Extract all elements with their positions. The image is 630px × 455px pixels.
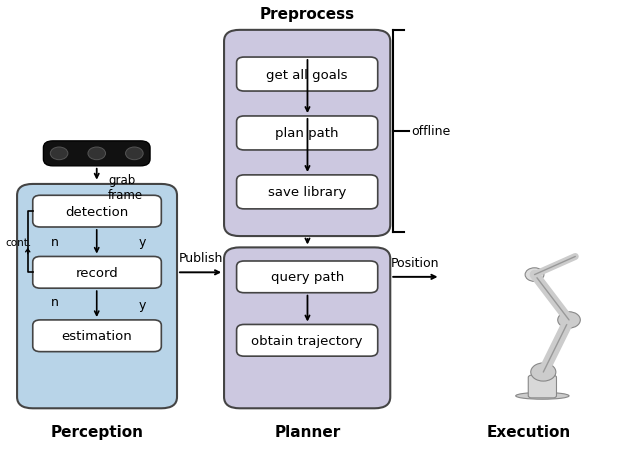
FancyBboxPatch shape xyxy=(33,196,161,228)
Text: get all goals: get all goals xyxy=(266,68,348,81)
Circle shape xyxy=(530,272,538,278)
Circle shape xyxy=(530,363,556,381)
Text: Publish: Publish xyxy=(179,252,223,265)
Text: y: y xyxy=(139,236,146,248)
Text: Execution: Execution xyxy=(486,424,570,439)
FancyBboxPatch shape xyxy=(237,116,378,151)
Text: estimation: estimation xyxy=(62,329,132,343)
Text: offline: offline xyxy=(411,125,450,138)
Text: plan path: plan path xyxy=(275,127,339,140)
FancyBboxPatch shape xyxy=(224,248,390,409)
FancyBboxPatch shape xyxy=(237,58,378,92)
Circle shape xyxy=(525,268,544,282)
Circle shape xyxy=(558,312,580,329)
FancyBboxPatch shape xyxy=(17,185,177,409)
Text: detection: detection xyxy=(66,205,129,218)
Circle shape xyxy=(564,317,573,324)
Text: n: n xyxy=(51,236,59,248)
Text: y: y xyxy=(139,298,146,311)
Text: save library: save library xyxy=(268,186,346,199)
Text: obtain trajectory: obtain trajectory xyxy=(251,334,363,347)
Circle shape xyxy=(50,148,68,160)
Text: n: n xyxy=(51,296,59,308)
Ellipse shape xyxy=(516,393,569,399)
FancyBboxPatch shape xyxy=(224,31,390,237)
FancyBboxPatch shape xyxy=(237,325,378,356)
Text: Position: Position xyxy=(391,256,440,269)
Circle shape xyxy=(88,148,105,160)
FancyBboxPatch shape xyxy=(237,176,378,209)
FancyBboxPatch shape xyxy=(237,262,378,293)
FancyBboxPatch shape xyxy=(33,320,161,352)
Text: query path: query path xyxy=(270,271,344,284)
Text: Preprocess: Preprocess xyxy=(260,7,355,22)
Text: grab
frame: grab frame xyxy=(108,173,143,201)
Text: Perception: Perception xyxy=(50,424,143,439)
FancyBboxPatch shape xyxy=(43,142,150,167)
FancyBboxPatch shape xyxy=(529,375,556,398)
Circle shape xyxy=(125,148,143,160)
Text: Planner: Planner xyxy=(274,424,341,439)
Text: record: record xyxy=(76,266,118,279)
FancyBboxPatch shape xyxy=(33,257,161,288)
Text: cont.: cont. xyxy=(5,237,32,247)
